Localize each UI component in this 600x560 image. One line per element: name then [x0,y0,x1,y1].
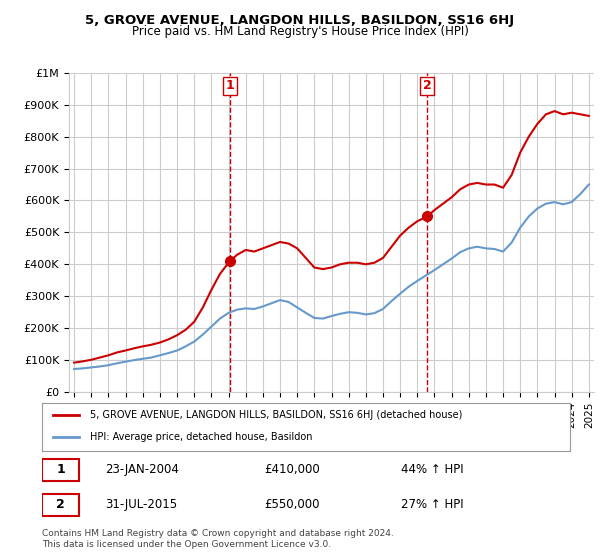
FancyBboxPatch shape [42,493,79,516]
Text: 5, GROVE AVENUE, LANGDON HILLS, BASILDON, SS16 6HJ: 5, GROVE AVENUE, LANGDON HILLS, BASILDON… [85,14,515,27]
Text: Contains HM Land Registry data © Crown copyright and database right 2024.
This d: Contains HM Land Registry data © Crown c… [42,529,394,549]
Text: 1: 1 [56,463,65,476]
Text: 2: 2 [423,79,431,92]
Text: 44% ↑ HPI: 44% ↑ HPI [401,463,464,476]
Text: £550,000: £550,000 [264,498,319,511]
Text: 5, GROVE AVENUE, LANGDON HILLS, BASILDON, SS16 6HJ (detached house): 5, GROVE AVENUE, LANGDON HILLS, BASILDON… [89,410,462,420]
Text: 27% ↑ HPI: 27% ↑ HPI [401,498,464,511]
Text: 23-JAN-2004: 23-JAN-2004 [106,463,179,476]
Text: HPI: Average price, detached house, Basildon: HPI: Average price, detached house, Basi… [89,432,312,442]
Text: Price paid vs. HM Land Registry's House Price Index (HPI): Price paid vs. HM Land Registry's House … [131,25,469,38]
Text: £410,000: £410,000 [264,463,320,476]
Text: 2: 2 [56,498,65,511]
Text: 31-JUL-2015: 31-JUL-2015 [106,498,178,511]
FancyBboxPatch shape [42,459,79,481]
Text: 1: 1 [226,79,234,92]
